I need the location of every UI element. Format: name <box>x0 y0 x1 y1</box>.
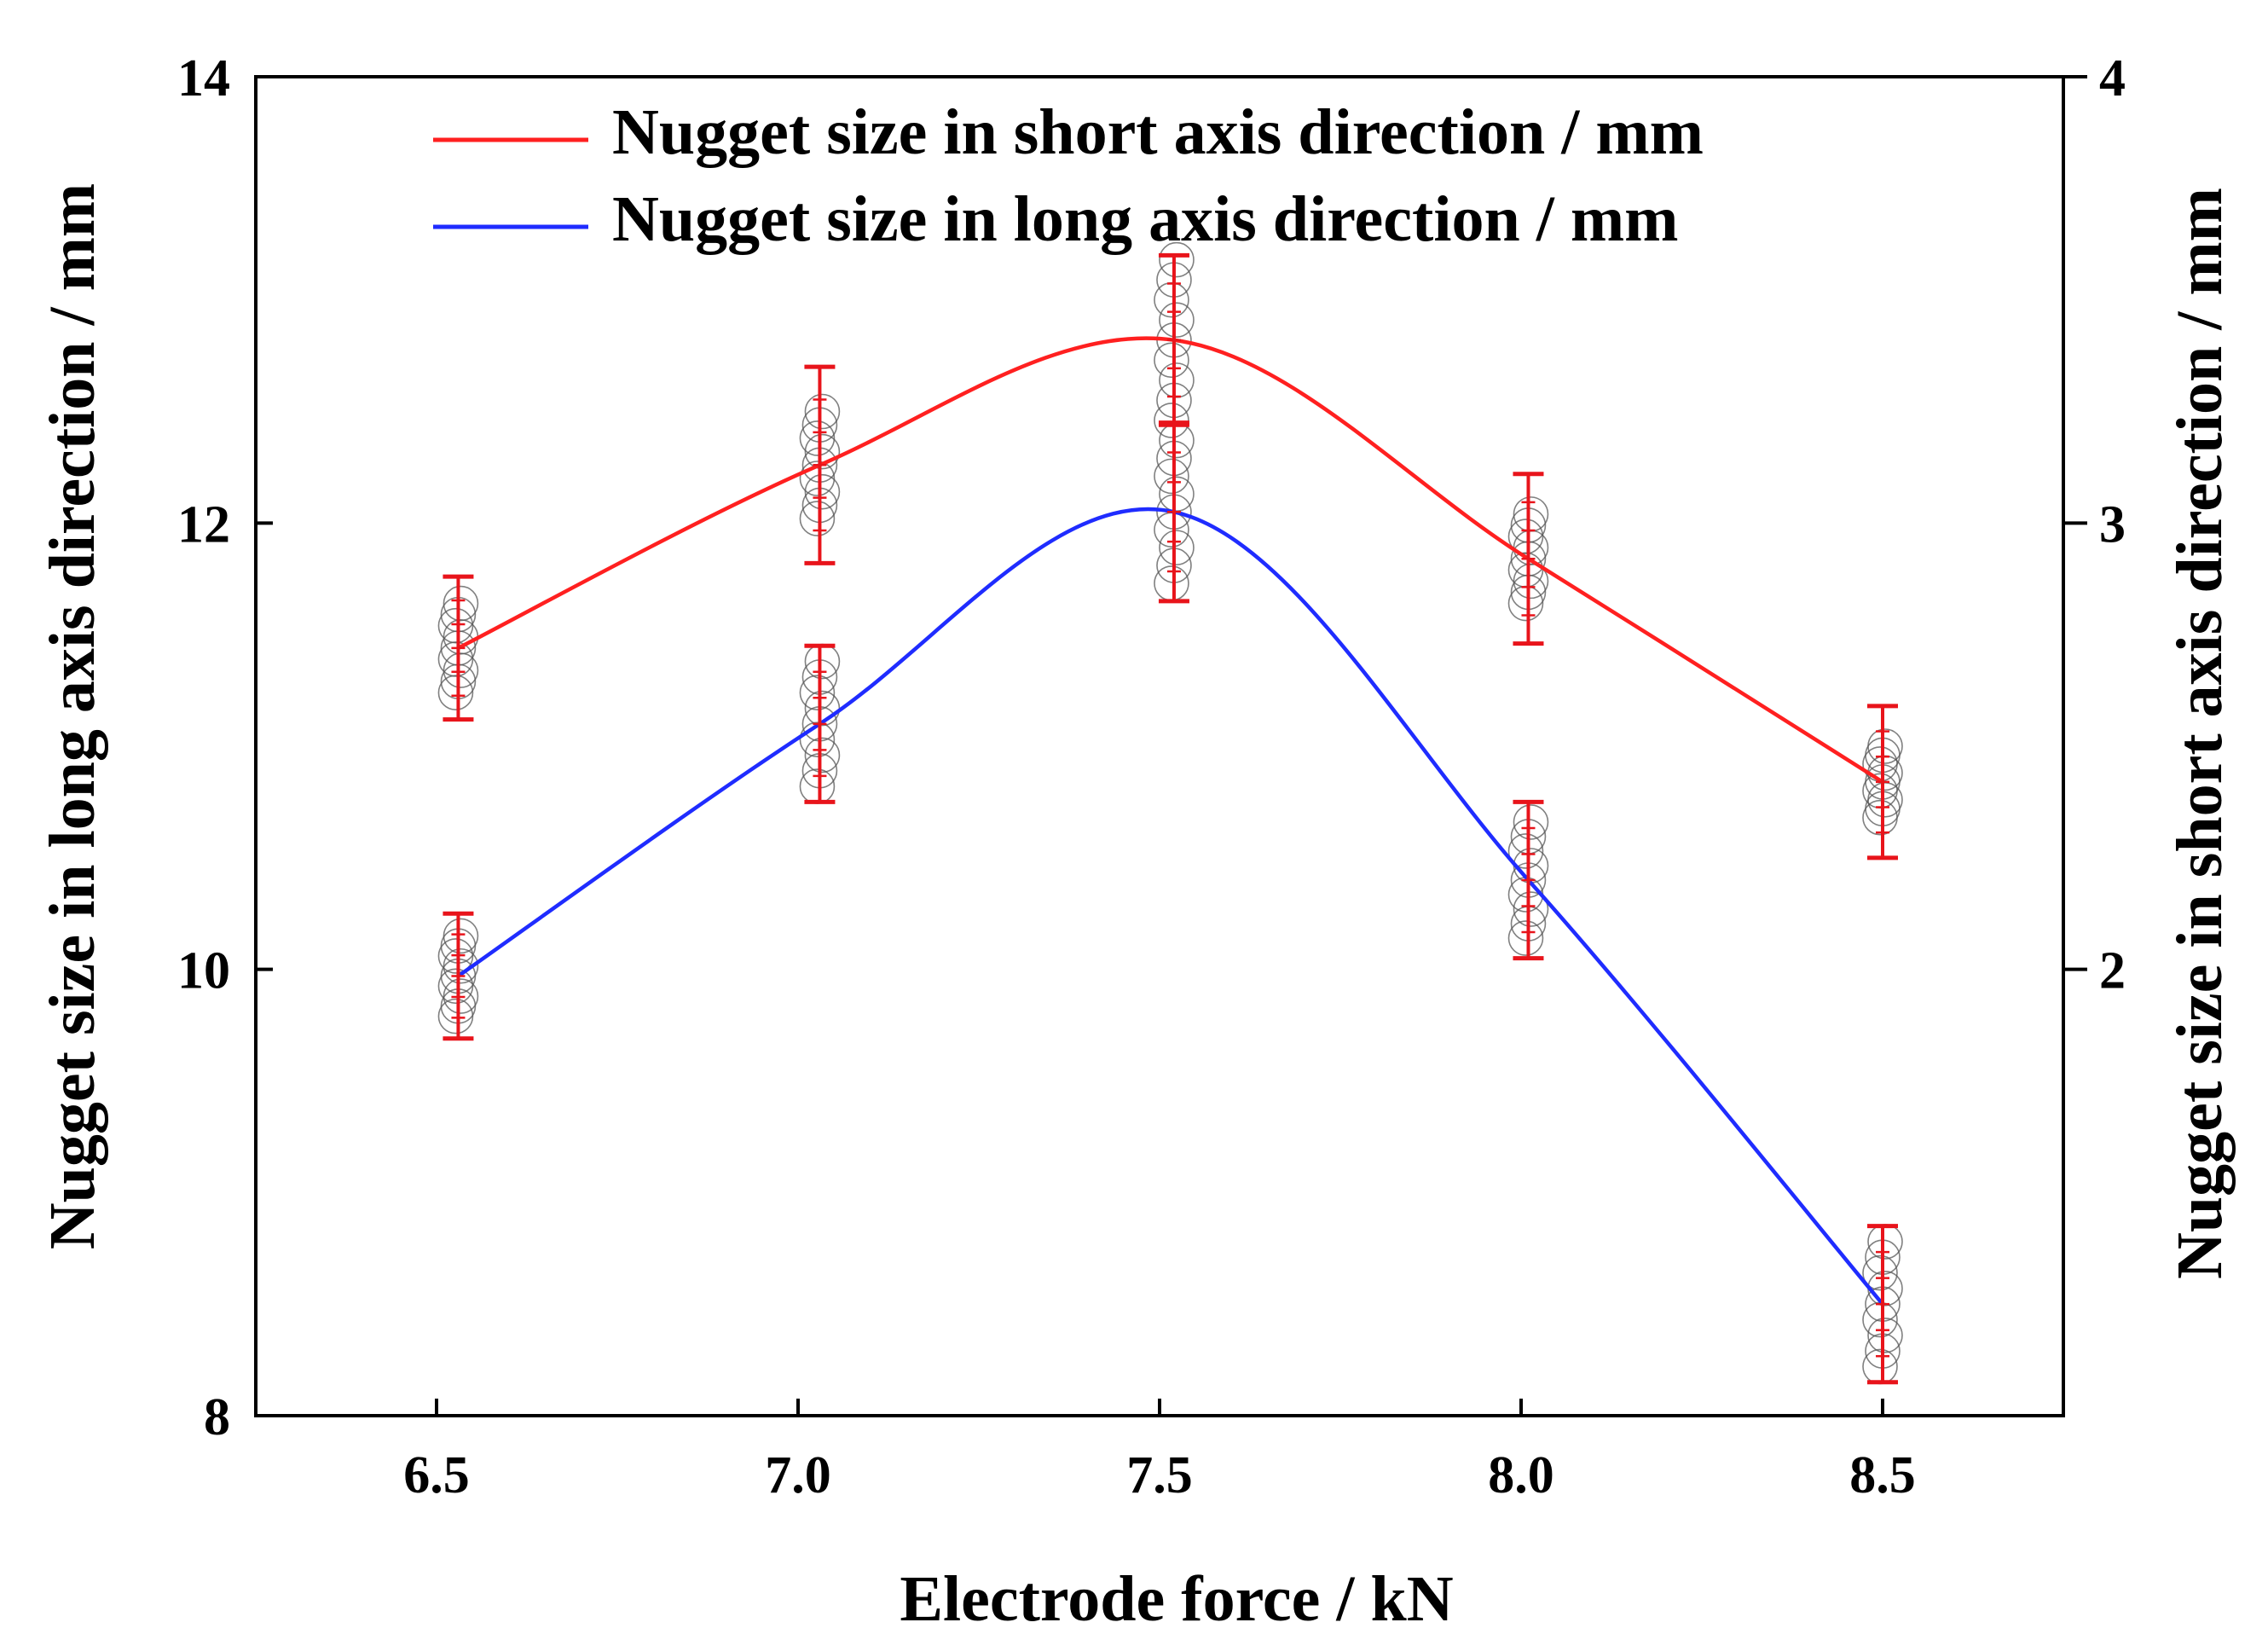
sample-marker <box>1867 1224 1903 1260</box>
sample-marker <box>1159 530 1195 565</box>
sample-marker <box>1159 241 1195 278</box>
sample-marker <box>799 721 836 757</box>
scatter-markers <box>437 241 1903 1385</box>
error-bar <box>1513 799 1544 961</box>
sample-marker <box>1159 302 1195 339</box>
x-tick-label: 7.5 <box>1126 1446 1193 1504</box>
left-y-tick-label: 8 <box>204 1388 230 1446</box>
x-axis-title: Electrode force / kN <box>900 1563 1453 1634</box>
sample-marker <box>1867 728 1903 764</box>
sample-marker <box>799 675 836 711</box>
sample-marker <box>443 918 479 954</box>
right-y-tick-label: 3 <box>2099 495 2126 553</box>
short-axis-curve <box>457 336 1884 784</box>
error-bar <box>1867 704 1898 860</box>
left-y-tick-label: 14 <box>177 49 230 107</box>
error-bar <box>804 643 836 804</box>
sample-marker <box>804 433 841 470</box>
sample-marker <box>799 501 836 536</box>
left-y-axis-ticks: 8 10 12 14 <box>177 49 273 1446</box>
x-tick-label: 6.5 <box>403 1446 470 1504</box>
sample-marker <box>1862 1348 1898 1385</box>
error-bar <box>1867 1224 1898 1385</box>
plot-frame <box>254 75 2065 1417</box>
right-y-axis-title: Nugget size in short axis direction / mm <box>2164 188 2236 1279</box>
sample-marker <box>1513 891 1549 927</box>
sample-marker <box>804 643 841 680</box>
x-tick-label: 7.0 <box>765 1446 831 1504</box>
sample-marker <box>443 585 479 622</box>
sample-marker <box>1513 804 1549 840</box>
sample-marker <box>1154 403 1189 438</box>
sample-marker <box>799 461 836 496</box>
x-axis-ticks: 6.5 7.0 7.5 8.0 8.5 <box>403 1399 1916 1504</box>
sample-marker <box>1507 519 1544 554</box>
error-bar <box>1158 420 1189 604</box>
sample-marker <box>1867 1318 1903 1353</box>
sample-marker <box>1507 833 1544 869</box>
error-bars <box>443 252 1898 1385</box>
long-axis-curve <box>457 507 1884 1306</box>
sample-marker <box>804 737 841 774</box>
sample-marker <box>437 607 474 644</box>
error-bar <box>1513 472 1544 646</box>
legend-label-long-axis: Nugget size in long axis direction / mm <box>612 183 1678 255</box>
legend-label-short-axis: Nugget size in short axis direction / mm <box>612 96 1704 168</box>
sample-marker <box>1862 1254 1898 1291</box>
x-tick-label: 8.5 <box>1849 1446 1916 1504</box>
sample-marker <box>804 393 841 430</box>
left-y-tick-label: 12 <box>177 495 230 553</box>
left-y-tick-label: 10 <box>177 942 230 1000</box>
sample-marker <box>1154 458 1189 495</box>
sample-marker <box>799 768 836 804</box>
sample-marker <box>437 675 474 711</box>
sample-marker <box>799 420 836 456</box>
sample-marker <box>1154 342 1189 379</box>
sample-marker <box>804 473 841 510</box>
right-y-axis-ticks: 2 3 4 <box>2063 49 2126 1000</box>
left-y-axis-title: Nugget size in long axis direction / mm <box>37 183 108 1249</box>
sample-marker <box>443 978 479 1014</box>
x-tick-label: 8.0 <box>1488 1446 1554 1504</box>
right-y-tick-label: 2 <box>2099 942 2126 1000</box>
error-bar <box>443 911 474 1041</box>
legend: Nugget size in short axis direction / mm… <box>433 96 1704 255</box>
sample-marker <box>443 947 479 984</box>
error-bar <box>804 364 836 565</box>
sample-marker <box>1507 920 1544 956</box>
right-y-tick-label: 4 <box>2099 49 2126 107</box>
error-bar <box>443 574 474 722</box>
